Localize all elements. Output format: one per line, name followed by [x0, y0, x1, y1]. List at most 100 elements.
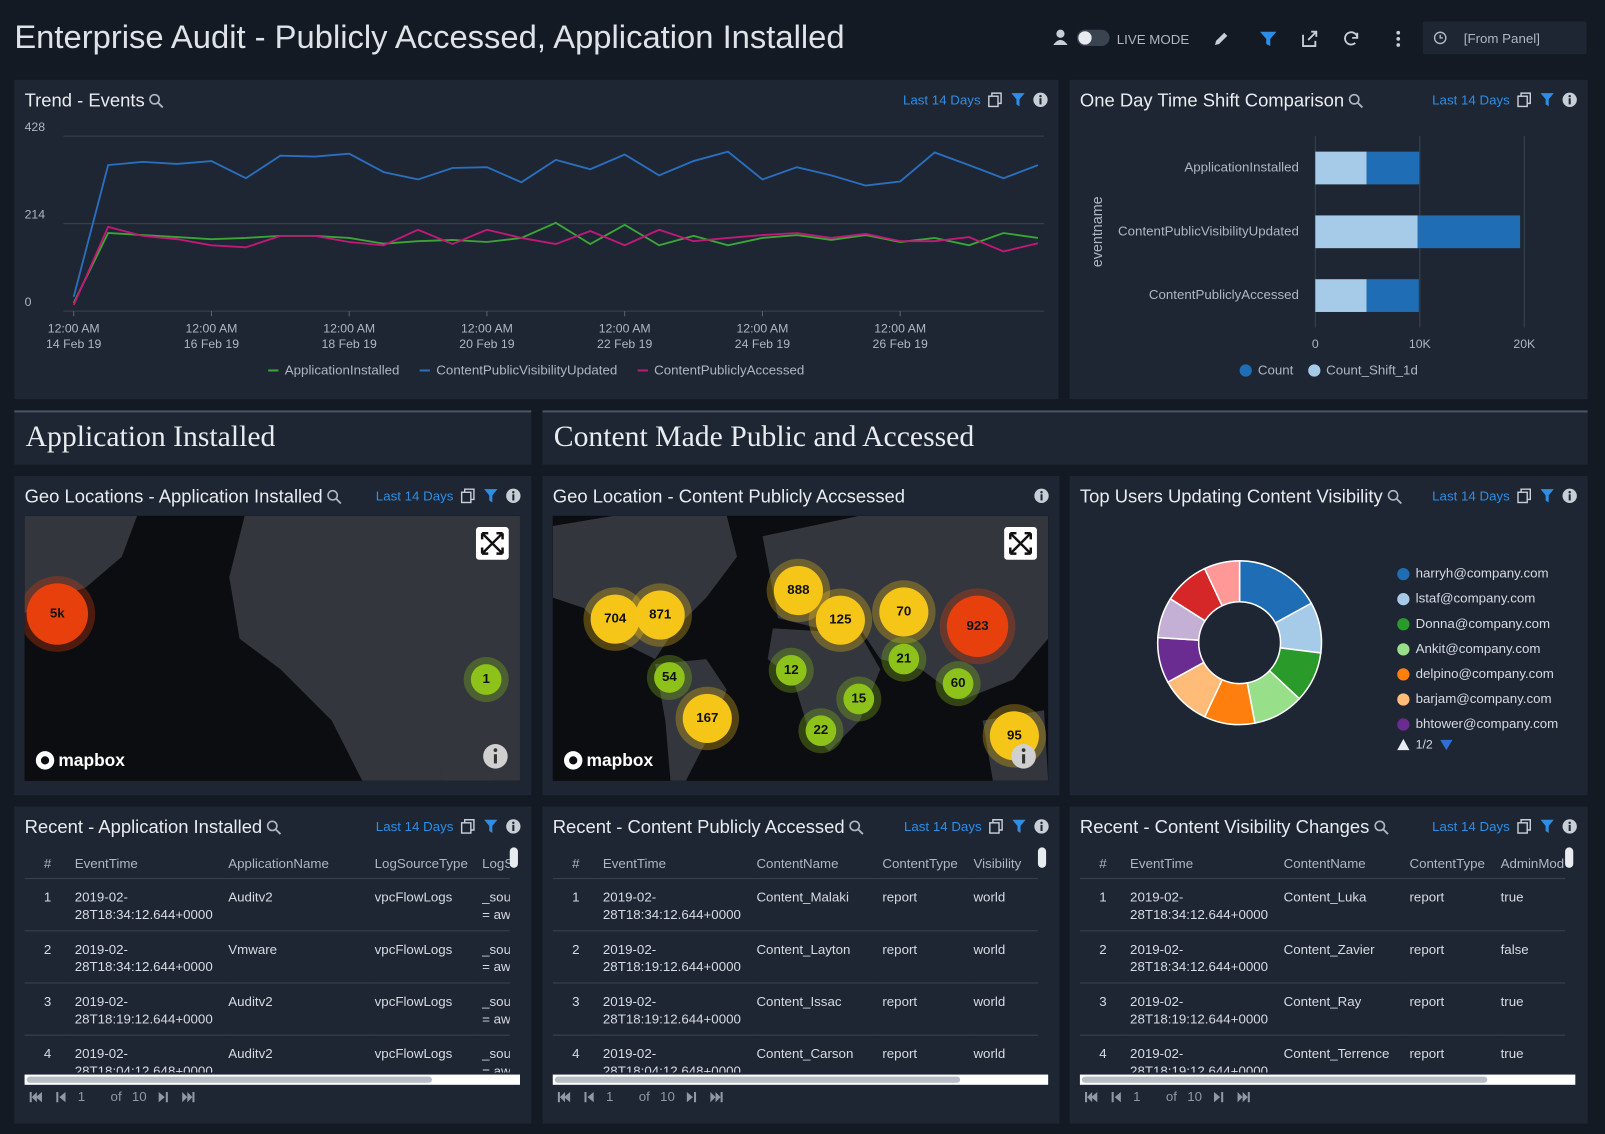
x-tick-label: 12:00 AM 26 Feb 19	[849, 321, 951, 352]
legend-label[interactable]: Donna@company.com	[1416, 616, 1550, 631]
legend-page-next[interactable]	[1440, 740, 1452, 750]
map[interactable]: 7048718881257092354122160151672295mapbox	[553, 516, 1048, 781]
column-header[interactable]: LogSourceType	[371, 847, 478, 878]
time-range-label: [From Panel]	[1464, 31, 1540, 46]
column-header[interactable]: ContentName	[752, 847, 878, 878]
column-header[interactable]: Visibility	[969, 847, 1038, 878]
share-button[interactable]	[1301, 30, 1319, 48]
legend-item[interactable]: ContentPublicVisibilityUpdated	[420, 362, 617, 377]
first-page-button[interactable]	[557, 1090, 571, 1102]
horizontal-scrollbar[interactable]	[27, 1077, 432, 1083]
legend-label[interactable]: Ankit@company.com	[1416, 641, 1541, 656]
copy-icon[interactable]	[988, 92, 1003, 107]
vertical-scrollbar[interactable]	[1038, 847, 1046, 867]
copy-icon[interactable]	[461, 819, 476, 834]
filter-icon[interactable]	[1011, 819, 1026, 834]
icon-part	[1541, 820, 1554, 833]
first-page-button[interactable]	[1084, 1090, 1098, 1102]
time-range[interactable]: Last 14 Days	[904, 819, 982, 834]
column-header[interactable]: #	[1080, 847, 1126, 878]
next-page-button[interactable]	[685, 1090, 699, 1102]
page-number: 1	[78, 1089, 101, 1104]
column-header[interactable]: ApplicationName	[224, 847, 370, 878]
map[interactable]: 5k1mapbox	[25, 516, 520, 781]
refresh-button[interactable]	[1342, 30, 1360, 48]
map-info-button[interactable]	[1011, 744, 1036, 769]
vertical-scrollbar[interactable]	[1565, 847, 1573, 867]
filter-icon[interactable]	[483, 819, 498, 834]
time-range[interactable]: Last 14 Days	[1432, 819, 1510, 834]
vertical-scrollbar[interactable]	[510, 847, 518, 867]
info-icon[interactable]	[1562, 488, 1577, 503]
table-row: 42019-02-28T18:19:12.644+0000Content_Ter…	[1080, 1035, 1565, 1072]
info-icon[interactable]	[1034, 819, 1049, 834]
time-range[interactable]: Last 14 Days	[1432, 92, 1510, 107]
info-icon[interactable]	[1034, 488, 1049, 503]
time-range[interactable]: Last 14 Days	[1432, 488, 1510, 503]
table-cell: report	[1405, 983, 1496, 1035]
copy-icon[interactable]	[1517, 488, 1532, 503]
info-icon[interactable]	[1033, 92, 1048, 107]
table-row: 22019-02-28T18:19:12.644+0000Content_Lay…	[553, 931, 1038, 983]
expand-button[interactable]	[476, 527, 509, 560]
copy-icon[interactable]	[1517, 92, 1532, 107]
legend-item[interactable]: Count_Shift_1d	[1308, 362, 1418, 377]
table-cell: _sou = aw	[478, 1035, 510, 1072]
table-cell: false	[1497, 931, 1566, 983]
column-header[interactable]: ContentType	[878, 847, 969, 878]
filter-icon[interactable]	[1010, 92, 1025, 107]
column-header[interactable]: ContentType	[1405, 847, 1496, 878]
time-range[interactable]: Last 14 Days	[376, 819, 454, 834]
legend-item[interactable]: ApplicationInstalled	[268, 362, 399, 377]
copy-icon[interactable]	[461, 488, 476, 503]
last-page-button[interactable]	[1237, 1090, 1251, 1102]
copy-icon[interactable]	[1517, 819, 1532, 834]
next-page-button[interactable]	[1212, 1090, 1226, 1102]
edit-button[interactable]	[1212, 30, 1230, 48]
more-button[interactable]	[1390, 30, 1406, 48]
column-header[interactable]: LogS	[478, 847, 510, 878]
filter-icon[interactable]	[483, 488, 498, 503]
column-header[interactable]: #	[25, 847, 71, 878]
legend-label[interactable]: barjam@company.com	[1416, 691, 1552, 706]
legend-label[interactable]: delpino@company.com	[1416, 666, 1554, 681]
next-page-button[interactable]	[157, 1090, 171, 1102]
info-icon[interactable]	[506, 488, 521, 503]
column-header[interactable]: EventTime	[71, 847, 225, 878]
first-page-button[interactable]	[29, 1090, 43, 1102]
column-header[interactable]: #	[553, 847, 599, 878]
info-icon[interactable]	[1562, 92, 1577, 107]
legend-label[interactable]: lstaf@company.com	[1416, 591, 1536, 606]
filter-icon[interactable]	[1539, 488, 1554, 503]
column-header[interactable]: EventTime	[599, 847, 753, 878]
map-info-button[interactable]	[483, 744, 508, 769]
copy-icon[interactable]	[989, 819, 1004, 834]
info-icon[interactable]	[1562, 819, 1577, 834]
legend-page-prev[interactable]	[1397, 739, 1409, 750]
column-header[interactable]: EventTime	[1126, 847, 1280, 878]
horizontal-scrollbar[interactable]	[555, 1077, 960, 1083]
legend-item[interactable]: Count	[1239, 362, 1293, 377]
prev-page-button[interactable]	[581, 1090, 595, 1102]
prev-page-button[interactable]	[53, 1090, 67, 1102]
filter-icon[interactable]	[1539, 92, 1554, 107]
legend-item[interactable]: ContentPubliclyAccessed	[638, 362, 805, 377]
column-header[interactable]: ContentName	[1280, 847, 1406, 878]
filter-button[interactable]	[1259, 30, 1277, 48]
time-range-picker[interactable]: [From Panel]	[1423, 21, 1587, 54]
legend-label[interactable]: harryh@company.com	[1416, 566, 1549, 581]
time-range[interactable]: Last 14 Days	[376, 488, 454, 503]
legend-label[interactable]: bhtower@company.com	[1416, 716, 1559, 731]
time-range[interactable]: Last 14 Days	[903, 92, 981, 107]
expand-button[interactable]	[1004, 527, 1037, 560]
last-page-button[interactable]	[181, 1090, 195, 1102]
column-header[interactable]: AdminMod	[1497, 847, 1566, 878]
page-count: 10	[132, 1089, 147, 1104]
horizontal-scrollbar[interactable]	[1082, 1077, 1487, 1083]
prev-page-button[interactable]	[1109, 1090, 1123, 1102]
live-mode-toggle[interactable]	[1077, 30, 1112, 46]
last-page-button[interactable]	[710, 1090, 724, 1102]
info-icon[interactable]	[506, 819, 521, 834]
filter-icon[interactable]	[1539, 819, 1554, 834]
panel-header: Trend - Events	[25, 90, 165, 111]
